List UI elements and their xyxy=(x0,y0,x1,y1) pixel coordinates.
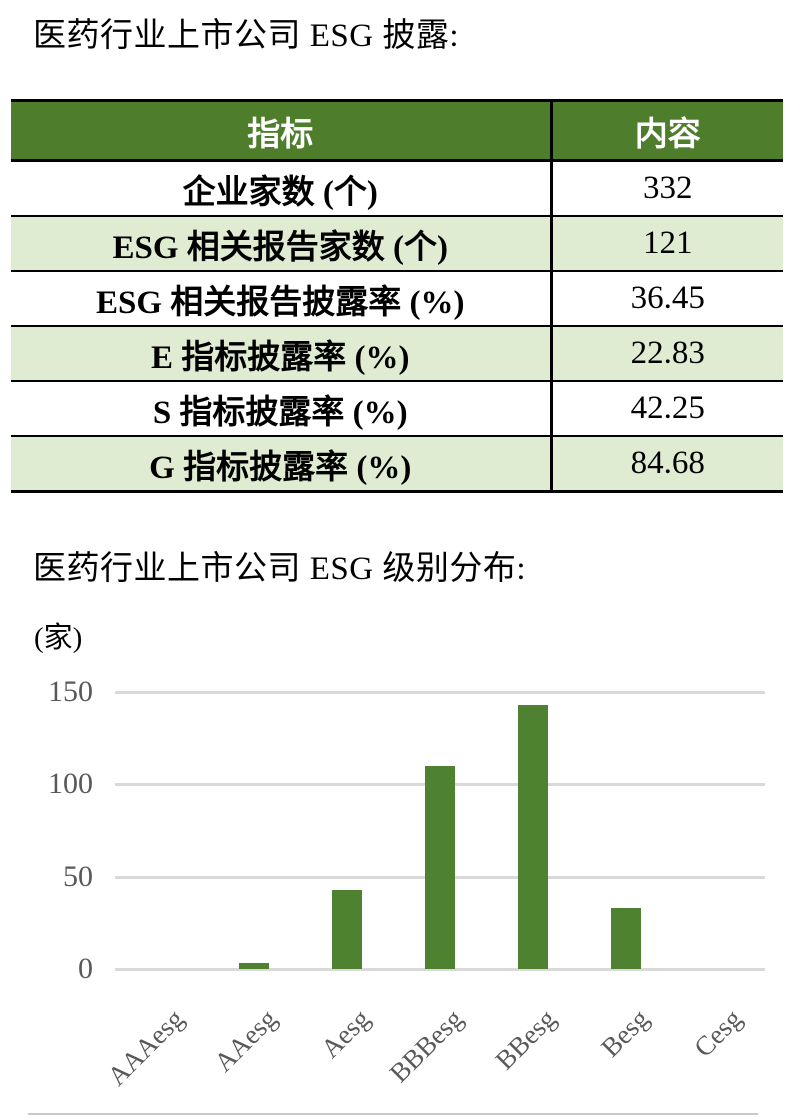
y-tick-50: 50 xyxy=(63,860,93,893)
bar-AAesg xyxy=(239,963,269,969)
page-bottom-divider xyxy=(28,1113,758,1115)
section-title-esg-disclosure: 医药行业上市公司 ESG 披露: xyxy=(33,18,460,54)
gridline-150 xyxy=(115,691,765,694)
y-axis-unit-label: (家) xyxy=(34,622,83,654)
table-row: G 指标披露率 (%) 84.68 xyxy=(11,436,783,492)
bar-BBesg xyxy=(518,705,548,969)
esg-disclosure-table: 指标 内容 企业家数 (个) 332 ESG 相关报告家数 (个) 121 ES… xyxy=(11,99,783,493)
y-tick-100: 100 xyxy=(48,767,93,800)
table-row: 企业家数 (个) 332 xyxy=(11,160,783,217)
section-title-esg-rating-distribution: 医药行业上市公司 ESG 级别分布: xyxy=(33,551,527,587)
y-tick-150: 150 xyxy=(48,675,93,708)
table-row: ESG 相关报告家数 (个) 121 xyxy=(11,216,783,272)
bar-Besg xyxy=(611,908,641,969)
row-value: 84.68 xyxy=(551,436,783,492)
bar-BBBesg xyxy=(425,766,455,969)
row-label: S 指标披露率 (%) xyxy=(11,381,553,437)
row-value: 121 xyxy=(551,216,783,272)
table-header-row: 指标 内容 xyxy=(11,100,783,162)
row-label: ESG 相关报告披露率 (%) xyxy=(11,271,553,327)
gridline-0 xyxy=(115,968,765,971)
header-cell-indicator: 指标 xyxy=(11,100,553,162)
row-label: E 指标披露率 (%) xyxy=(11,326,553,382)
table-row: S 指标披露率 (%) 42.25 xyxy=(11,381,783,437)
row-value: 42.25 xyxy=(551,381,783,437)
row-value: 36.45 xyxy=(551,271,783,327)
row-value: 332 xyxy=(551,160,783,217)
row-label: 企业家数 (个) xyxy=(11,160,553,217)
row-label: ESG 相关报告家数 (个) xyxy=(11,216,553,272)
y-tick-0: 0 xyxy=(78,952,93,985)
table-row: E 指标披露率 (%) 22.83 xyxy=(11,326,783,382)
table-row: ESG 相关报告披露率 (%) 36.45 xyxy=(11,271,783,327)
header-cell-content: 内容 xyxy=(551,100,783,162)
row-value: 22.83 xyxy=(551,326,783,382)
bar-Aesg xyxy=(332,890,362,969)
row-label: G 指标披露率 (%) xyxy=(11,436,553,492)
